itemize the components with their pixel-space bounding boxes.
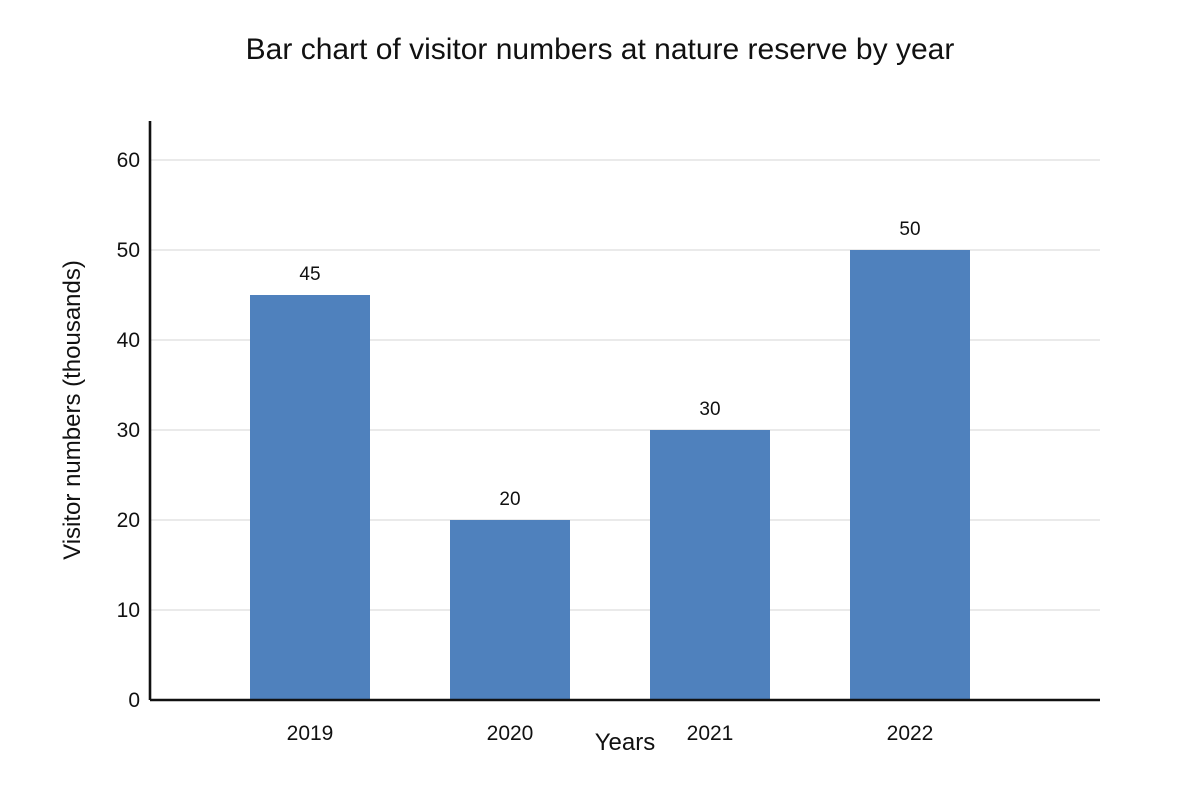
- bars: [250, 250, 970, 700]
- bar-2020: [450, 520, 570, 700]
- x-tick-label-2021: 2021: [687, 722, 734, 745]
- y-tick-label: 10: [117, 599, 140, 622]
- y-tick-label: 60: [117, 149, 140, 172]
- y-tick-label: 0: [128, 689, 140, 712]
- x-tick-label-2020: 2020: [487, 722, 534, 745]
- bar-value-label-2019: 45: [299, 264, 320, 285]
- chart-title: Bar chart of visitor numbers at nature r…: [246, 33, 955, 66]
- y-tick-label: 20: [117, 509, 140, 532]
- bar-value-label-2021: 30: [699, 399, 720, 420]
- y-axis-title: Visitor numbers (thousands): [59, 260, 86, 560]
- x-axis-title: Years: [595, 729, 656, 756]
- bar-value-label-2022: 50: [899, 219, 920, 240]
- y-axis-tick-labels: 0 10 20 30 40 50 60: [117, 149, 140, 712]
- y-tick-label: 40: [117, 329, 140, 352]
- bar-value-label-2020: 20: [499, 489, 520, 510]
- bar-2019: [250, 295, 370, 700]
- y-tick-label: 30: [117, 419, 140, 442]
- bar-2021: [650, 430, 770, 700]
- x-axis-tick-labels: 2019 2020 2021 2022: [287, 722, 934, 745]
- x-tick-label-2019: 2019: [287, 722, 334, 745]
- bar-value-labels: 45 20 30 50: [299, 219, 920, 510]
- x-tick-label-2022: 2022: [887, 722, 934, 745]
- bar-2022: [850, 250, 970, 700]
- y-tick-label: 50: [117, 239, 140, 262]
